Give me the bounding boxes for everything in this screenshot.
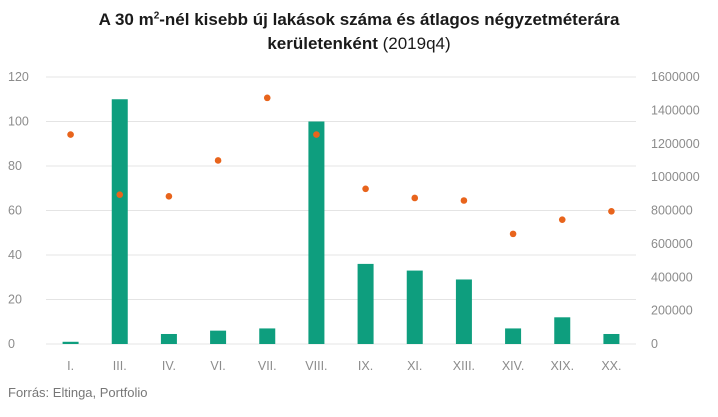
bar (111, 99, 128, 344)
y-right-tick-label: 800000 (651, 204, 693, 218)
y-left-tick-label: 80 (8, 159, 22, 173)
x-tick-label: XI. (407, 359, 422, 373)
x-tick-label: XIV. (502, 359, 524, 373)
y-right-tick-label: 400000 (651, 270, 693, 284)
x-tick-label: III. (113, 359, 127, 373)
y-right-tick-label: 1200000 (651, 137, 700, 151)
scatter-point (214, 157, 222, 164)
y-left-tick-label: 60 (8, 204, 22, 218)
y-left-tick-label: 20 (8, 293, 22, 307)
y-left-tick-label: 120 (8, 70, 29, 84)
bar (160, 333, 177, 344)
x-tick-label: XIX. (550, 359, 574, 373)
y-right-tick-label: 0 (651, 337, 658, 351)
x-tick-label: XX. (601, 359, 621, 373)
scatter-point (116, 191, 124, 198)
x-tick-label: VI. (210, 359, 225, 373)
bar (406, 270, 423, 344)
scatter-point (165, 193, 173, 200)
chart-title-line2: kerületenként (2019q4) (267, 34, 451, 53)
y-left-tick-label: 0 (8, 337, 15, 351)
bar (455, 279, 472, 344)
bar (357, 263, 374, 344)
x-tick-label: VIII. (305, 359, 327, 373)
x-tick-label: VII. (258, 359, 277, 373)
x-tick-label: IV. (162, 359, 176, 373)
scatter-point (411, 194, 419, 202)
bar (62, 341, 79, 344)
bar (603, 333, 620, 344)
y-right-tick-label: 200000 (651, 304, 693, 318)
scatter-point (509, 230, 517, 238)
x-tick-label: IX. (358, 359, 373, 373)
bar (505, 328, 522, 344)
scatter-point (558, 216, 566, 223)
scatter-point (263, 94, 271, 102)
source-note: Forrás: Eltinga, Portfolio (8, 385, 148, 400)
bar (308, 121, 325, 344)
y-left-tick-label: 40 (8, 248, 22, 262)
scatter-point (460, 197, 468, 204)
x-tick-label: I. (67, 359, 74, 373)
y-right-tick-label: 1400000 (651, 103, 700, 117)
bar (259, 328, 276, 344)
chart-title-line1: A 30 m2-nél kisebb új lakások száma és á… (98, 10, 620, 29)
scatter-point (313, 131, 320, 138)
scatter-point (67, 131, 74, 138)
y-right-tick-label: 600000 (651, 237, 693, 251)
scatter-point (362, 185, 369, 193)
y-right-tick-label: 1600000 (651, 70, 700, 84)
chart-title: A 30 m2-nél kisebb új lakások száma és á… (0, 8, 718, 56)
bar (210, 330, 227, 344)
scatter-point (608, 208, 615, 215)
bar (554, 317, 571, 344)
y-right-tick-label: 1000000 (651, 170, 700, 184)
x-tick-label: XIII. (453, 359, 475, 373)
y-left-tick-label: 100 (8, 115, 29, 129)
